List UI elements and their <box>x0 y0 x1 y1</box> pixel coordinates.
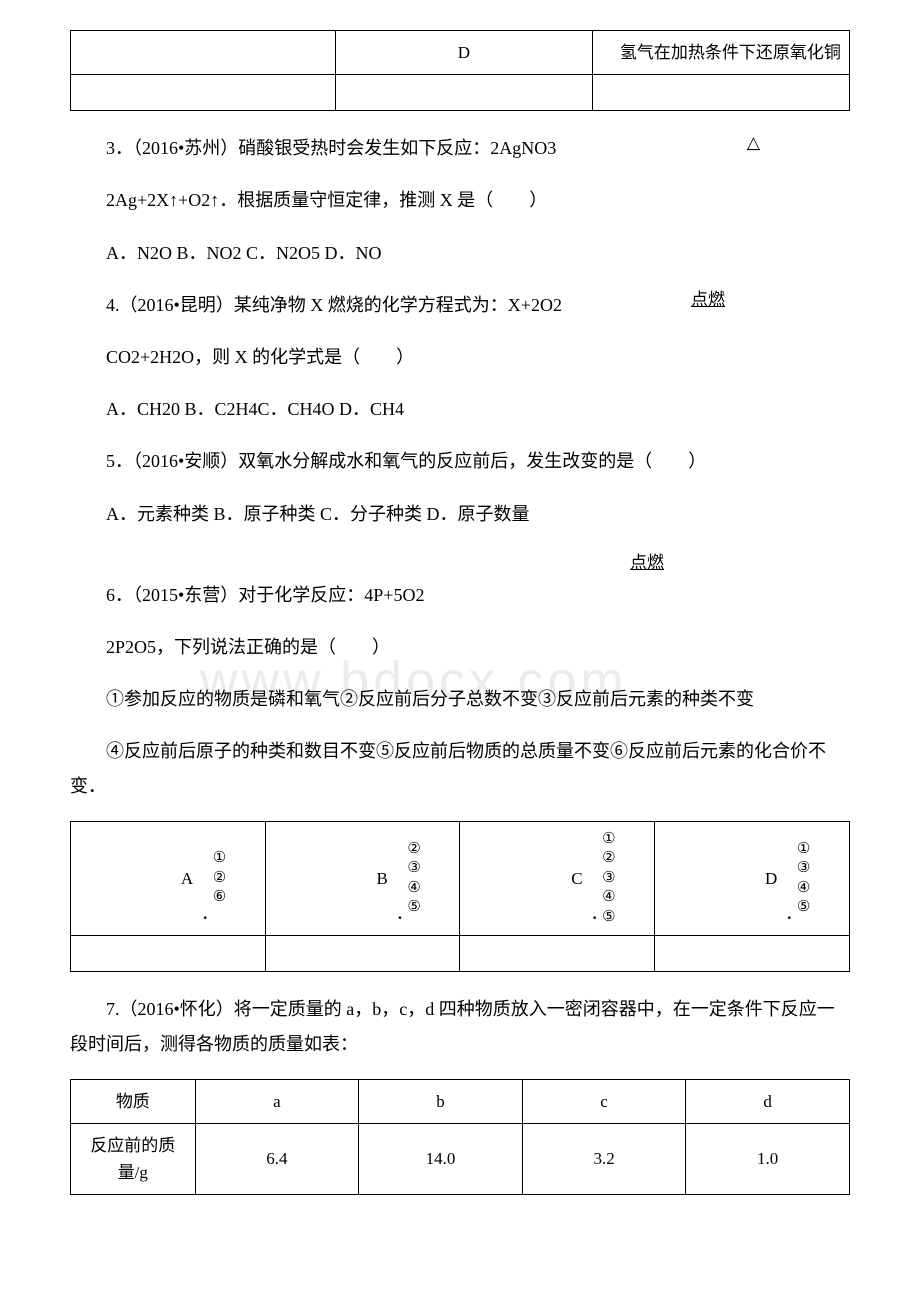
cell: D <box>335 31 592 75</box>
table-row: 反应前的质量/g 6.4 14.0 3.2 1.0 <box>71 1123 850 1194</box>
cell <box>655 821 733 936</box>
table-row: 物质 a b c d <box>71 1079 850 1123</box>
question-4: 点燃 4.（2016•昆明）某纯净物 X 燃烧的化学方程式为：X+2O2 CO2… <box>70 288 850 427</box>
cell-header: 物质 <box>71 1079 196 1123</box>
table-options-d: D 氢气在加热条件下还原氧化铜 <box>70 30 850 111</box>
cell-opts: ①②③④⑤ <box>600 821 655 936</box>
cell-header: b <box>359 1079 523 1123</box>
cell <box>71 31 336 75</box>
cell-letter: B <box>343 821 390 936</box>
table-row <box>71 75 850 111</box>
cell <box>71 821 149 936</box>
cell-header: d <box>686 1079 850 1123</box>
cell-opts: ②③④⑤ <box>405 821 460 936</box>
cell: 反应前的质量/g <box>71 1123 196 1194</box>
cell-letter: C <box>538 821 585 936</box>
q4-text-line1: 4.（2016•昆明）某纯净物 X 燃烧的化学方程式为：X+2O2 <box>70 288 850 322</box>
cell-letter: A <box>148 821 195 936</box>
cell <box>460 821 538 936</box>
reaction-condition-label: 点燃 <box>691 286 725 313</box>
reaction-condition-label: △ <box>747 129 760 156</box>
cell <box>592 75 849 111</box>
question-5: 5．（2016•安顺）双氧水分解成水和氧气的反应前后，发生改变的是（ ） A．元… <box>70 444 850 530</box>
cell: 6.4 <box>195 1123 359 1194</box>
cell <box>460 936 655 972</box>
cell: 14.0 <box>359 1123 523 1194</box>
q6-text-line1: 6．（2015•东营）对于化学反应：4P+5O2 <box>70 578 850 612</box>
cell <box>71 936 266 972</box>
table-row: D 氢气在加热条件下还原氧化铜 <box>71 31 850 75</box>
q5-options: A．元素种类 B．原子种类 C．分子种类 D．原子数量 <box>70 497 850 531</box>
cell-dot: ． <box>779 821 795 936</box>
cell-opts: ①②⑥ <box>211 821 266 936</box>
table-q6-options: A ． ①②⑥ B ． ②③④⑤ C ． ①②③④⑤ D ． ①③④⑤ <box>70 821 850 973</box>
q4-options: A．CH20 B．C2H4C．CH4O D．CH4 <box>70 392 850 426</box>
q3-options: A．N2O B．NO2 C．N2O5 D．NO <box>70 236 850 270</box>
question-6: 点燃 6．（2015•东营）对于化学反应：4P+5O2 2P2O5，下列说法正确… <box>70 549 850 803</box>
q3-text-line1: 3．（2016•苏州）硝酸银受热时会发生如下反应：2AgNO3 <box>70 131 850 165</box>
q6-para1: ①参加反应的物质是磷和氧气②反应前后分子总数不变③反应前后元素的种类不变 <box>70 682 850 716</box>
cell-dot: ． <box>390 821 406 936</box>
cell-dot: ． <box>195 821 211 936</box>
table-q7-data: 物质 a b c d 反应前的质量/g 6.4 14.0 3.2 1.0 <box>70 1079 850 1196</box>
cell-letter: D <box>733 821 780 936</box>
table-row: A ． ①②⑥ B ． ②③④⑤ C ． ①②③④⑤ D ． ①③④⑤ <box>71 821 850 936</box>
cell: 氢气在加热条件下还原氧化铜 <box>592 31 849 75</box>
question-3: △ 3．（2016•苏州）硝酸银受热时会发生如下反应：2AgNO3 2Ag+2X… <box>70 131 850 270</box>
cell-header: c <box>522 1079 686 1123</box>
table-row <box>71 936 850 972</box>
cell <box>655 936 850 972</box>
cell: 3.2 <box>522 1123 686 1194</box>
q6-para2: ④反应前后原子的种类和数目不变⑤反应前后物质的总质量不变⑥反应前后元素的化合价不… <box>70 734 850 802</box>
q6-text-line2: 2P2O5，下列说法正确的是（ ） <box>70 630 850 664</box>
cell <box>71 75 336 111</box>
q4-text-line2: CO2+2H2O，则 X 的化学式是（ ） <box>70 340 850 374</box>
cell: 1.0 <box>686 1123 850 1194</box>
cell <box>335 75 592 111</box>
cell <box>265 936 460 972</box>
q5-text: 5．（2016•安顺）双氧水分解成水和氧气的反应前后，发生改变的是（ ） <box>70 444 850 478</box>
q3-text-line2: 2Ag+2X↑+O2↑．根据质量守恒定律，推测 X 是（ ） <box>70 183 850 217</box>
cell-dot: ． <box>585 821 601 936</box>
reaction-condition-label: 点燃 <box>444 549 850 576</box>
cell-header: a <box>195 1079 359 1123</box>
cell-opts: ①③④⑤ <box>795 821 850 936</box>
cell <box>265 821 343 936</box>
q7-text: 7.（2016•怀化）将一定质量的 a，b，c，d 四种物质放入一密闭容器中，在… <box>70 992 850 1060</box>
